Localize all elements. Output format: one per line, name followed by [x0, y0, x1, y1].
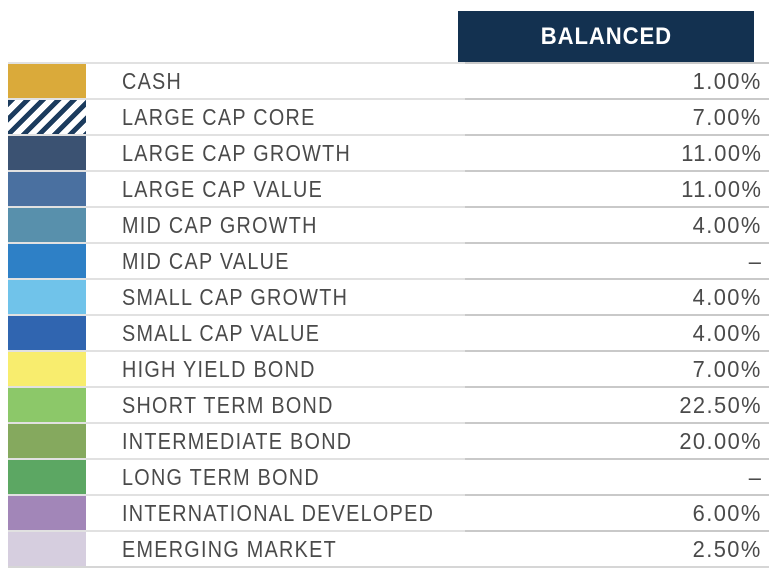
- table-row: LONG TERM BOND –: [8, 458, 769, 494]
- swatch-large-cap-growth: [8, 136, 86, 170]
- table-row: CASH 1.00%: [8, 62, 769, 98]
- asset-class-label: LARGE CAP VALUE: [122, 175, 324, 202]
- table-row: EMERGING MARKET 2.50%: [8, 530, 769, 566]
- swatch-emerging-market: [8, 532, 86, 566]
- column-header-label: BALANCED: [540, 22, 672, 50]
- asset-class-label: HIGH YIELD BOND: [122, 355, 316, 382]
- allocation-value: 4.00%: [465, 208, 769, 242]
- allocation-value: 2.50%: [465, 532, 769, 566]
- swatch-high-yield-bond: [8, 352, 86, 386]
- table-row: MID CAP VALUE –: [8, 242, 769, 278]
- table-row: HIGH YIELD BOND 7.00%: [8, 350, 769, 386]
- swatch-small-cap-growth: [8, 280, 86, 314]
- asset-class-label: LARGE CAP GROWTH: [122, 139, 352, 166]
- asset-class-label: LONG TERM BOND: [122, 463, 320, 490]
- swatch-international-developed: [8, 496, 86, 530]
- allocation-value: 20.00%: [465, 424, 769, 458]
- allocation-value: 4.00%: [465, 316, 769, 350]
- asset-class-label: INTERNATIONAL DEVELOPED: [122, 499, 435, 526]
- asset-class-label: CASH: [122, 67, 183, 94]
- table-row: MID CAP GROWTH 4.00%: [8, 206, 769, 242]
- table-row: INTERNATIONAL DEVELOPED 6.00%: [8, 494, 769, 530]
- allocation-value: –: [465, 244, 769, 278]
- table-row: SMALL CAP GROWTH 4.00%: [8, 278, 769, 314]
- allocation-value: 4.00%: [465, 280, 769, 314]
- asset-class-label: SMALL CAP GROWTH: [122, 283, 349, 310]
- swatch-small-cap-value: [8, 316, 86, 350]
- column-header: BALANCED: [458, 11, 754, 62]
- swatch-cash: [8, 64, 86, 98]
- allocation-value: 7.00%: [465, 352, 769, 386]
- allocation-value: –: [465, 460, 769, 494]
- allocation-value: 11.00%: [465, 172, 769, 206]
- asset-class-label: LARGE CAP CORE: [122, 103, 316, 130]
- table-row: LARGE CAP CORE 7.00%: [8, 98, 769, 134]
- asset-class-label: MID CAP VALUE: [122, 247, 290, 274]
- allocation-value: 11.00%: [465, 136, 769, 170]
- swatch-short-term-bond: [8, 388, 86, 422]
- swatch-mid-cap-value: [8, 244, 86, 278]
- swatch-large-cap-value: [8, 172, 86, 206]
- asset-class-label: SHORT TERM BOND: [122, 391, 334, 418]
- asset-class-label: INTERMEDIATE BOND: [122, 427, 353, 454]
- allocation-value: 1.00%: [465, 64, 769, 98]
- table-row: INTERMEDIATE BOND 20.00%: [8, 422, 769, 458]
- asset-class-label: SMALL CAP VALUE: [122, 319, 321, 346]
- asset-class-label: EMERGING MARKET: [122, 535, 337, 562]
- table-row: LARGE CAP GROWTH 11.00%: [8, 134, 769, 170]
- swatch-mid-cap-growth: [8, 208, 86, 242]
- table-row: LARGE CAP VALUE 11.00%: [8, 170, 769, 206]
- table-row: SMALL CAP VALUE 4.00%: [8, 314, 769, 350]
- allocation-value: 6.00%: [465, 496, 769, 530]
- table-body: CASH 1.00% LARGE CAP CORE 7.00% LARGE CA…: [8, 62, 769, 568]
- allocation-value: 7.00%: [465, 100, 769, 134]
- swatch-long-term-bond: [8, 460, 86, 494]
- table-row: SHORT TERM BOND 22.50%: [8, 386, 769, 422]
- swatch-large-cap-core: [8, 100, 86, 134]
- allocation-value: 22.50%: [465, 388, 769, 422]
- swatch-intermediate-bond: [8, 424, 86, 458]
- asset-class-label: MID CAP GROWTH: [122, 211, 318, 238]
